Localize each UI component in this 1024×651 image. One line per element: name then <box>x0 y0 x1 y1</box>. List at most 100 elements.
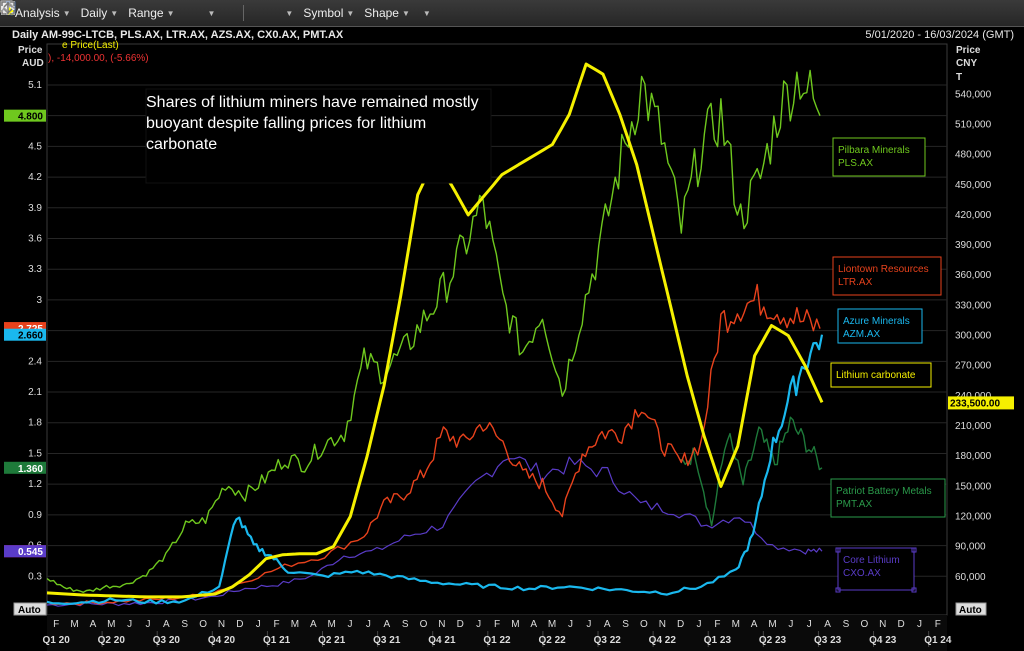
month-tick-label: D <box>897 619 904 630</box>
left-tick-label: 0.9 <box>28 510 42 521</box>
left-tick-label: 3.9 <box>28 203 42 214</box>
month-tick-label: N <box>879 619 886 630</box>
month-tick-label: M <box>291 619 299 630</box>
left-auto-button[interactable]: Auto <box>13 602 47 616</box>
symbol-menu[interactable]: Symbol ▼ <box>303 6 355 20</box>
right-axis-unit2: T <box>956 72 962 83</box>
series-line-carbonate <box>46 62 824 599</box>
tag-background <box>4 328 46 341</box>
annotation-text: Shares of lithium miners have remained m… <box>146 94 479 153</box>
left-tick-label: 4.5 <box>28 141 42 152</box>
last-value-tag-patriot: 1.360 <box>4 461 46 475</box>
right-axis-unit: CNY <box>956 58 977 69</box>
quarter-tick-label: Q2 20 <box>98 635 126 646</box>
quarter-tick-label: Q3 22 <box>594 635 622 646</box>
series-label-box <box>832 137 926 177</box>
left-tick-label: 5.1 <box>28 80 42 91</box>
selection-handle[interactable] <box>911 587 917 593</box>
month-tick-label: F <box>494 619 500 630</box>
expand-icon <box>1 1 15 15</box>
symbol-label: Symbol <box>303 6 344 20</box>
month-tick-label: J <box>917 619 922 630</box>
month-tick-label: D <box>677 619 684 630</box>
series-label-carbonate[interactable]: Lithium carbonate <box>830 362 932 388</box>
range-menu[interactable]: Range ▼ <box>128 6 175 20</box>
series-line-liontown <box>46 283 821 606</box>
expand-button[interactable] <box>1 1 257 24</box>
month-tick-label: O <box>420 619 428 630</box>
month-tick-label: J <box>697 619 702 630</box>
right-axis: 60,000 90,000 120,000 150,000 180,000 210,000… <box>955 89 992 583</box>
series-label-box <box>837 547 915 591</box>
series-label-box <box>837 308 923 344</box>
month-tick-label: N <box>659 619 666 630</box>
month-tick-label: J <box>348 619 353 630</box>
toolbar: Analysis ▼ Daily ▼ Range ▼ ▼ ▼ Symbol ▼ Shap… <box>0 0 1024 27</box>
month-tick-label: A <box>604 619 611 630</box>
right-tick-label: 450,000 <box>955 180 992 191</box>
chart-title: Daily AM-99C-LTCB, PLS.AX, LTR.AX, AZS.A… <box>12 29 344 41</box>
series-label-core[interactable]: Core Lithium CXO.AX <box>835 547 917 593</box>
tag-value: 1.360 <box>18 464 43 475</box>
right-tick-label: 300,000 <box>955 331 992 342</box>
left-tick-label: 2.1 <box>28 387 42 398</box>
series-label-azure[interactable]: Azure Minerals AZM.AX <box>837 308 923 344</box>
left-tick-label: 4.2 <box>28 172 42 183</box>
series-label-liontown[interactable]: Liontown Resources LTR.AX <box>832 256 942 296</box>
right-tick-label: 420,000 <box>955 210 992 221</box>
selection-handle[interactable] <box>835 547 841 553</box>
month-tick-label: N <box>218 619 225 630</box>
shape-menu[interactable]: Shape ▼ <box>364 6 410 20</box>
series-label-patriot[interactable]: Patriot Battery Metals PMT.AX <box>830 478 946 518</box>
month-tick-label: S <box>843 619 850 630</box>
month-tick-label: D <box>236 619 243 630</box>
last-value-tag-azure: 2.660 <box>4 328 46 342</box>
month-tick-label: F <box>53 619 59 630</box>
month-tick-label: D <box>457 619 464 630</box>
left-axis-label: Price <box>18 45 43 56</box>
month-tick-label: O <box>860 619 868 630</box>
date-range: 5/01/2020 - 16/03/2024 (GMT) <box>865 29 1014 41</box>
selection-handle[interactable] <box>911 547 917 553</box>
chart-header: Daily AM-99C-LTCB, PLS.AX, LTR.AX, AZS.A… <box>0 27 1024 43</box>
right-tick-label: 240,000 <box>955 391 992 402</box>
series-name: Lithium carbonate <box>836 370 916 381</box>
month-tick-label: N <box>438 619 445 630</box>
toolbar-more[interactable]: ▼ <box>422 8 431 18</box>
left-tick-label: 1.8 <box>28 418 42 429</box>
month-tick-label: J <box>256 619 261 630</box>
month-tick-label: F <box>935 619 941 630</box>
month-tick-label: M <box>768 619 776 630</box>
right-axis-label: Price <box>956 45 981 56</box>
series-name: Azure Minerals <box>843 316 910 327</box>
quarter-tick-label: Q4 20 <box>208 635 236 646</box>
month-tick-label: M <box>107 619 115 630</box>
tag-value: 0.545 <box>18 547 43 558</box>
left-tick-label: 3.3 <box>28 264 42 275</box>
month-tick-label: A <box>383 619 390 630</box>
quarter-tick-label: Q3 23 <box>814 635 842 646</box>
quarter-tick-label: Q1 22 <box>483 635 511 646</box>
selection-handle[interactable] <box>835 587 841 593</box>
left-tick-label: 1.2 <box>28 479 42 490</box>
right-tick-label: 540,000 <box>955 89 992 100</box>
month-tick-label: A <box>163 619 170 630</box>
indicator-button[interactable]: ▼ <box>0 2 298 24</box>
right-auto-label: Auto <box>959 605 982 616</box>
annotation-box: Shares of lithium miners have remained m… <box>145 88 492 184</box>
month-tick-label: A <box>751 619 758 630</box>
series-ticker: CXO.AX <box>843 568 881 579</box>
right-tick-label: 120,000 <box>955 512 992 523</box>
right-tick-label: 180,000 <box>955 451 992 462</box>
right-auto-button[interactable]: Auto <box>955 602 987 616</box>
quarter-tick-label: Q2 23 <box>759 635 787 646</box>
tag-background <box>4 461 46 474</box>
series-label-pilbara[interactable]: Pilbara Minerals PLS.AX <box>832 137 926 177</box>
last-value-tag-carbonate: 233,500.00 <box>948 396 1014 410</box>
daily-label: Daily <box>80 6 108 20</box>
month-tick-label: J <box>366 619 371 630</box>
series-line-azure <box>46 334 824 605</box>
left-axis-unit: AUD <box>22 58 44 69</box>
month-tick-label: J <box>568 619 573 630</box>
